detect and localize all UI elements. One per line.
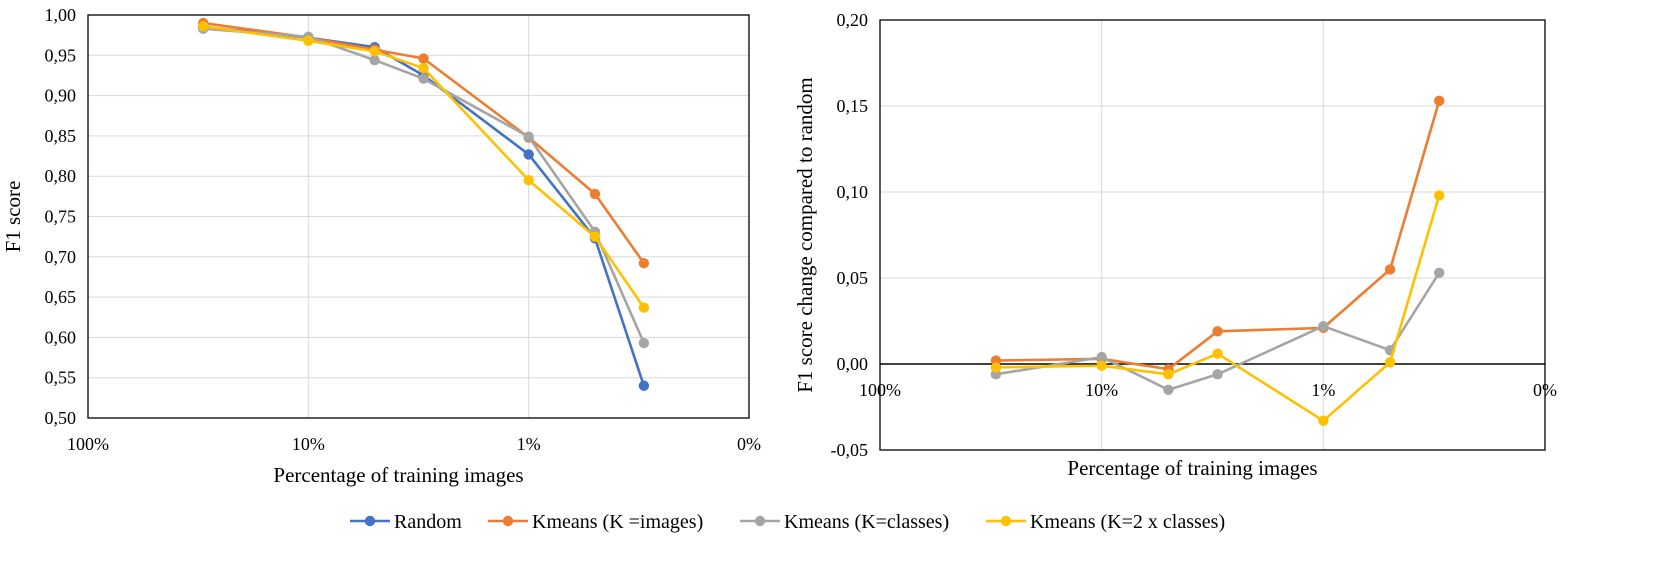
- data-point: [1318, 415, 1329, 426]
- series-kmeans-k-2-x-classes: [990, 190, 1445, 426]
- legend-label: Kmeans (K=classes): [784, 511, 949, 533]
- data-point: [1384, 357, 1396, 368]
- data-point: [418, 62, 429, 74]
- y-axis-title: F1 score change compared to random: [793, 77, 817, 392]
- legend-label: Random: [394, 511, 462, 533]
- legend-swatch-marker: [1000, 515, 1012, 527]
- series-line: [995, 195, 1441, 423]
- y-tick-label: 0,85: [45, 126, 77, 146]
- x-tick-label: 10%: [292, 434, 325, 454]
- data-point: [303, 35, 314, 46]
- data-point: [1434, 267, 1445, 279]
- data-point: [198, 21, 209, 32]
- y-tick-label: 0,15: [837, 96, 869, 116]
- legend-label: Kmeans (K=2 x classes): [1030, 511, 1225, 533]
- legend-swatch-marker: [364, 515, 376, 527]
- y-tick-label: 0,60: [45, 327, 77, 347]
- data-point: [1434, 95, 1445, 107]
- y-tick-label: 0,95: [45, 45, 77, 65]
- chart-left-f1-score: 0,50 0,55 0,60 0,65 0,70 0,75 0,80 0,85 0,90 0,95…: [1, 5, 761, 487]
- legend-swatch-marker: [754, 515, 766, 527]
- data-point: [1096, 360, 1107, 371]
- data-point: [1212, 348, 1223, 359]
- y-tick-label: 1,00: [45, 5, 77, 25]
- y-tick-label: 0,65: [45, 287, 77, 307]
- y-tick-label: 0,20: [837, 10, 869, 30]
- data-point: [369, 54, 380, 66]
- y-tick-label: 0,90: [45, 86, 77, 106]
- y-tick-label: 0,00: [837, 354, 869, 374]
- x-tick-label: 10%: [1085, 380, 1118, 400]
- data-point: [369, 46, 380, 57]
- data-point: [1212, 369, 1223, 380]
- x-tick-label: 100%: [67, 434, 109, 454]
- data-point: [638, 258, 650, 269]
- data-point: [589, 231, 601, 242]
- plot-border: [879, 19, 1546, 451]
- y-tick-label: 0,70: [45, 247, 77, 267]
- series-kmeans-k-classes: [990, 267, 1445, 395]
- x-tick-label: 0%: [1533, 380, 1557, 400]
- data-point: [589, 188, 601, 200]
- y-tick-label: 0,55: [45, 368, 77, 388]
- data-point: [523, 149, 534, 160]
- x-tick-label: 100%: [859, 380, 901, 400]
- data-point: [638, 337, 650, 349]
- legend-item: Kmeans (K=2 x classes): [986, 511, 1225, 533]
- data-point: [990, 362, 1002, 373]
- plot-border: [87, 14, 750, 419]
- y-tick-label: 0,10: [837, 182, 869, 202]
- legend-item: Random: [350, 511, 462, 533]
- data-point: [1163, 384, 1174, 395]
- y-axis-title: F1 score: [1, 181, 25, 253]
- series-kmeans-k-images: [990, 95, 1445, 375]
- legend-swatch-marker: [502, 515, 514, 527]
- data-point: [1318, 320, 1329, 332]
- legend-item: Kmeans (K =images): [488, 511, 703, 533]
- data-point: [523, 131, 534, 142]
- y-tick-label: 0,75: [45, 207, 77, 227]
- chart-right-f1-change: -0,05 0,00 0,05 0,10 0,15 0,20 100% 10% 1% 0% Perc…: [793, 10, 1557, 480]
- data-point: [638, 380, 650, 391]
- y-tick-label: 0,80: [45, 166, 77, 186]
- legend-label: Kmeans (K =images): [532, 511, 703, 533]
- x-axis-title: Percentage of training images: [1067, 456, 1317, 480]
- legend-item: Kmeans (K=classes): [740, 511, 949, 533]
- data-point: [418, 73, 429, 84]
- data-point: [1163, 369, 1174, 380]
- legend: Random Kmeans (K =images) Kmeans (K=classe…: [350, 511, 1225, 533]
- x-tick-label: 1%: [517, 434, 541, 454]
- data-point: [1434, 190, 1445, 201]
- y-tick-label: -0,05: [831, 440, 869, 460]
- data-point: [638, 302, 650, 313]
- y-tick-label: 0,05: [837, 268, 869, 288]
- data-point: [523, 175, 534, 186]
- x-axis-title: Percentage of training images: [273, 463, 523, 487]
- y-tick-label: 0,50: [45, 408, 77, 428]
- data-point: [418, 53, 429, 64]
- series-kmeans-k-2-x-classes: [198, 21, 650, 313]
- data-point: [1212, 326, 1223, 337]
- data-point: [1384, 264, 1396, 275]
- x-tick-label: 1%: [1311, 380, 1335, 400]
- data-point: [1096, 351, 1107, 363]
- x-tick-label: 0%: [737, 434, 761, 454]
